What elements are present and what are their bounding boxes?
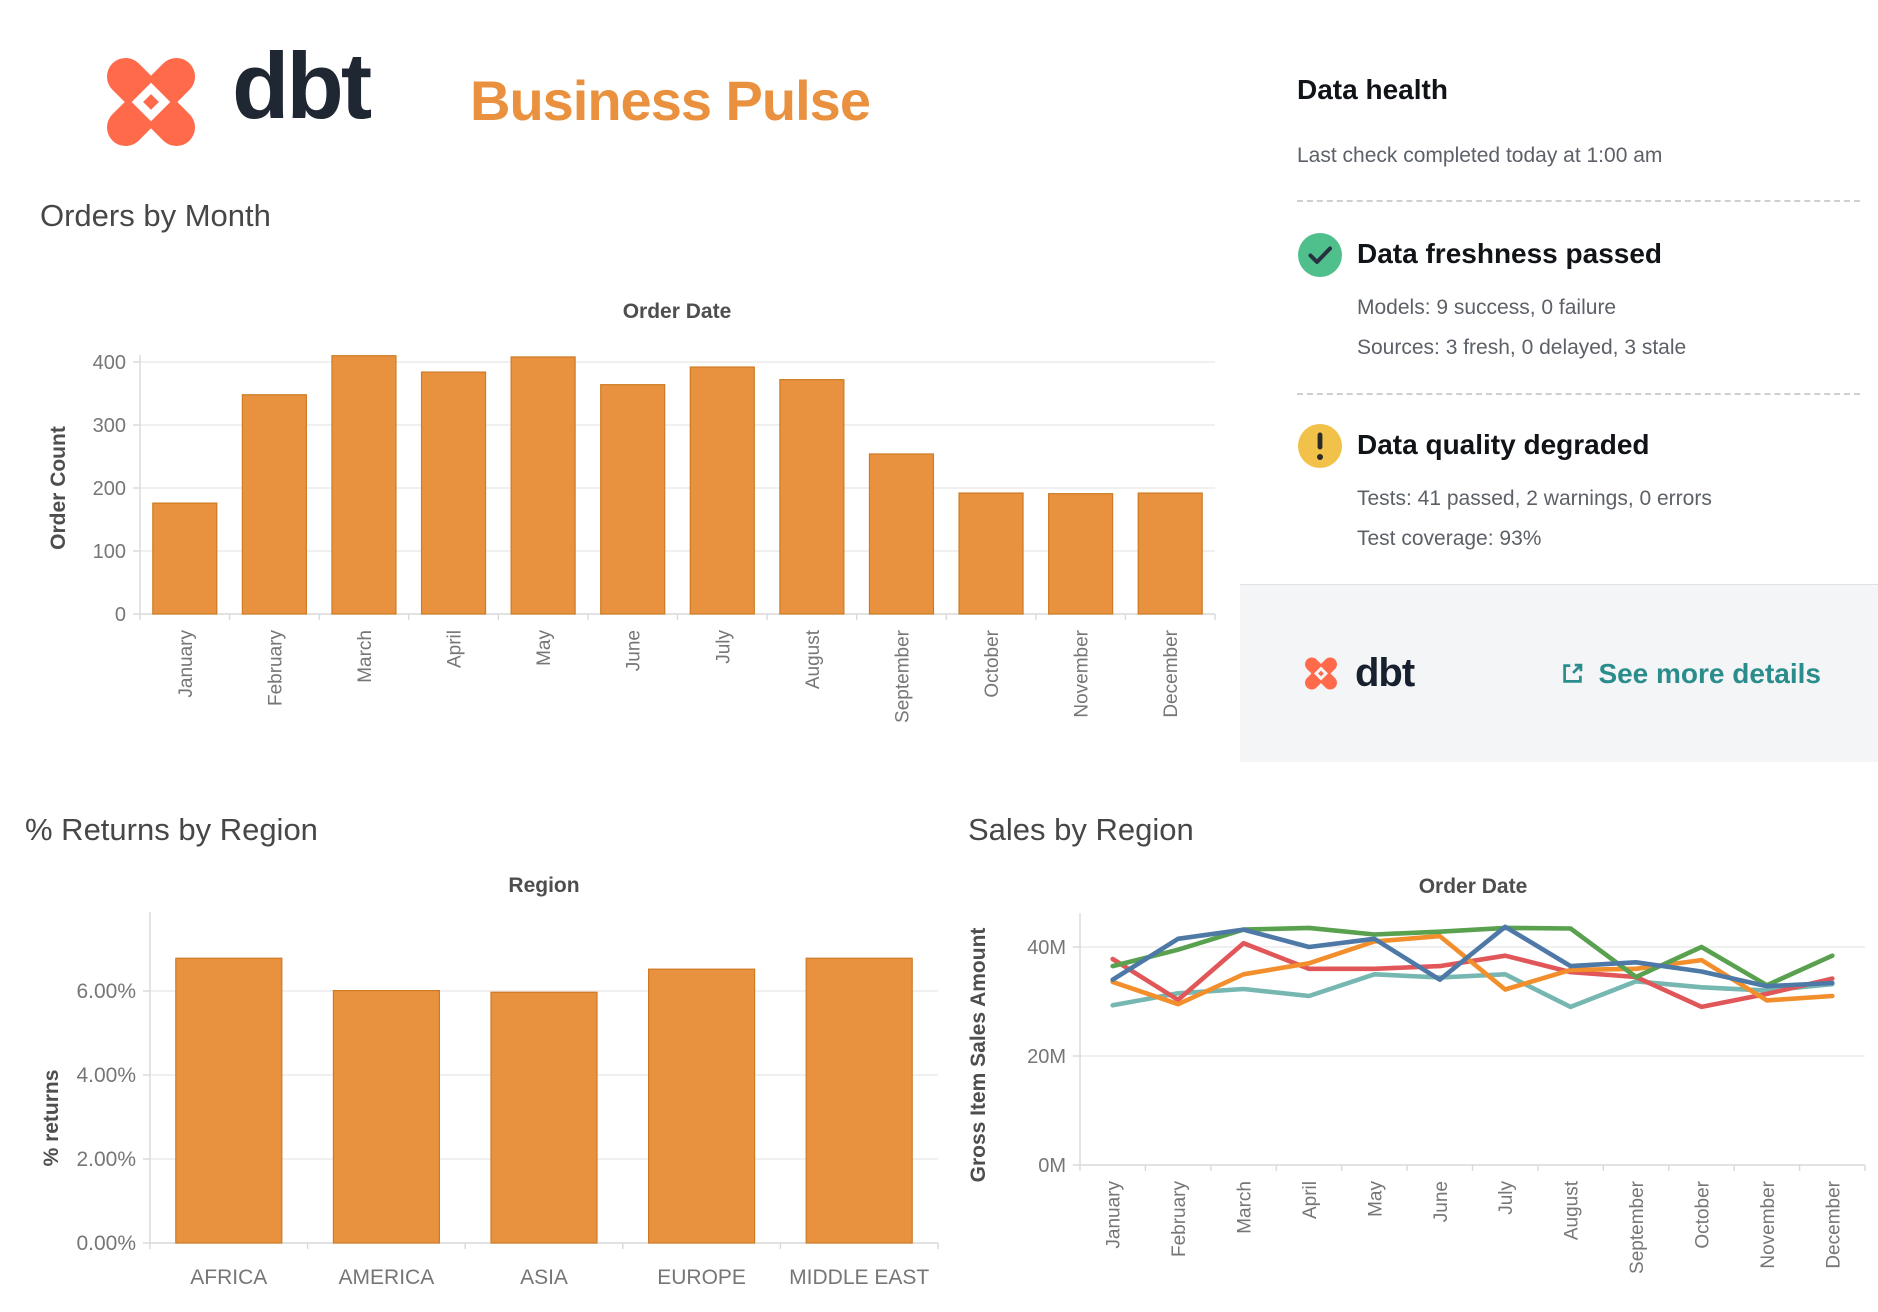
x-tick-label: June bbox=[624, 630, 645, 671]
x-tick-label: June bbox=[1431, 1181, 1452, 1222]
orders-by-month-chart: Order Date Order Count 0 100 200 300 400 Januar… bbox=[47, 300, 1216, 723]
warning-circle-icon bbox=[1298, 424, 1342, 468]
bar-july[interactable] bbox=[689, 366, 755, 615]
x-tick-label: August bbox=[803, 629, 824, 689]
returns-by-region-chart: Region % returns 0.00% 2.00% 4.00% 6.00% AFRIC… bbox=[40, 874, 939, 1289]
dbt-wordmark: dbt bbox=[232, 33, 372, 138]
freshness-models: Models: 9 success, 0 failure bbox=[1357, 296, 1617, 319]
dbt-logo bbox=[106, 57, 196, 147]
bar-august[interactable] bbox=[779, 379, 845, 615]
divider bbox=[1297, 393, 1860, 395]
x-tick-label: July bbox=[1496, 1181, 1517, 1215]
data-health-title: Data health bbox=[1297, 74, 1448, 105]
column-header: Order Date bbox=[623, 300, 732, 323]
see-more-details-link[interactable]: See more details bbox=[1559, 658, 1821, 690]
bar-june[interactable] bbox=[600, 384, 666, 615]
x-tick-label: May bbox=[1365, 1181, 1386, 1217]
x-tick-label: May bbox=[534, 630, 555, 666]
data-health-subtitle: Last check completed today at 1:00 am bbox=[1297, 144, 1663, 167]
page-title: Business Pulse bbox=[470, 69, 871, 132]
x-tick-label: AMERICA bbox=[339, 1266, 435, 1289]
check-circle-icon bbox=[1298, 233, 1342, 277]
x-tick-label: October bbox=[1692, 1180, 1713, 1248]
freshness-status-title: Data freshness passed bbox=[1357, 238, 1663, 269]
bar-january[interactable] bbox=[152, 502, 218, 615]
bar-december[interactable] bbox=[1137, 492, 1203, 615]
y-axis-title: Gross Item Sales Amount bbox=[967, 928, 990, 1183]
bar-middle-east[interactable] bbox=[805, 957, 913, 1244]
y-tick-label: 300 bbox=[93, 415, 126, 437]
bar-may[interactable] bbox=[510, 356, 576, 615]
y-tick-label: 0.00% bbox=[76, 1232, 136, 1255]
x-tick-label: November bbox=[1072, 629, 1093, 717]
footer-brand: dbt bbox=[1297, 651, 1415, 696]
x-tick-label: AFRICA bbox=[190, 1266, 267, 1289]
bar-april[interactable] bbox=[420, 371, 487, 615]
sales-by-region-chart: Order Date Gross Item Sales Amount 0M 20M 40… bbox=[967, 875, 1866, 1274]
line-africa[interactable] bbox=[1110, 924, 1835, 989]
dbt-wordmark-small: dbt bbox=[1355, 651, 1415, 695]
x-tick-label: March bbox=[355, 630, 376, 683]
quality-status-title: Data quality degraded bbox=[1357, 429, 1650, 460]
bar-march[interactable] bbox=[331, 355, 397, 615]
x-tick-label: July bbox=[713, 630, 734, 664]
y-tick-label: 0 bbox=[115, 604, 126, 626]
y-tick-label: 2.00% bbox=[76, 1148, 136, 1171]
y-tick-label: 40M bbox=[1027, 937, 1066, 959]
x-tick-label: October bbox=[982, 629, 1003, 697]
x-tick-label: March bbox=[1235, 1181, 1256, 1234]
y-axis-title: Order Count bbox=[47, 426, 70, 550]
dbt-logo-small bbox=[1305, 657, 1337, 690]
x-tick-label: February bbox=[1169, 1181, 1190, 1258]
bar-asia[interactable] bbox=[490, 991, 598, 1244]
quality-coverage: Test coverage: 93% bbox=[1357, 527, 1542, 550]
x-tick-label: November bbox=[1758, 1180, 1779, 1268]
x-tick-label: September bbox=[892, 629, 913, 723]
x-tick-label: January bbox=[1104, 1181, 1125, 1249]
x-tick-label: ASIA bbox=[520, 1266, 568, 1289]
x-tick-label: August bbox=[1562, 1180, 1583, 1240]
divider bbox=[1297, 200, 1860, 202]
y-tick-label: 400 bbox=[93, 352, 126, 374]
external-link-icon bbox=[1563, 663, 1583, 683]
bar-america[interactable] bbox=[332, 989, 440, 1244]
health-footer: dbt See more details bbox=[1240, 584, 1878, 762]
quality-tests: Tests: 41 passed, 2 warnings, 0 errors bbox=[1357, 487, 1712, 510]
freshness-sources: Sources: 3 fresh, 0 delayed, 3 stale bbox=[1357, 336, 1687, 359]
x-tick-label: January bbox=[176, 630, 197, 698]
x-tick-label: February bbox=[265, 630, 286, 707]
line-america[interactable] bbox=[1110, 933, 1835, 1007]
returns-chart-title: % Returns by Region bbox=[25, 812, 318, 847]
y-tick-label: 4.00% bbox=[76, 1064, 136, 1087]
x-tick-label: December bbox=[1823, 1180, 1844, 1268]
x-tick-label: April bbox=[1300, 1181, 1321, 1219]
x-tick-label: December bbox=[1161, 629, 1182, 717]
x-tick-label: MIDDLE EAST bbox=[789, 1266, 929, 1289]
x-tick-label: EUROPE bbox=[657, 1266, 746, 1289]
y-tick-label: 0M bbox=[1038, 1155, 1066, 1177]
y-tick-label: 20M bbox=[1027, 1046, 1066, 1068]
bar-africa[interactable] bbox=[175, 957, 283, 1244]
bar-february[interactable] bbox=[241, 394, 307, 615]
see-more-details-label: See more details bbox=[1598, 657, 1821, 689]
y-tick-label: 200 bbox=[93, 478, 126, 500]
bar-september[interactable] bbox=[868, 453, 935, 615]
data-health-panel: Data health Last check completed today a… bbox=[1240, 60, 1878, 770]
bar-europe[interactable] bbox=[647, 968, 756, 1244]
sales-chart-title: Sales by Region bbox=[968, 812, 1194, 847]
x-tick-label: September bbox=[1627, 1180, 1648, 1274]
bar-november[interactable] bbox=[1048, 493, 1114, 615]
y-tick-label: 6.00% bbox=[76, 980, 136, 1003]
x-tick-label: April bbox=[445, 630, 466, 668]
y-axis-title: % returns bbox=[40, 1070, 63, 1167]
line-europe[interactable] bbox=[1110, 972, 1835, 1010]
bar-october[interactable] bbox=[958, 492, 1024, 615]
column-header: Order Date bbox=[1419, 875, 1528, 898]
y-tick-label: 100 bbox=[93, 541, 126, 563]
column-header: Region bbox=[508, 874, 579, 897]
orders-chart-title: Orders by Month bbox=[40, 198, 271, 233]
